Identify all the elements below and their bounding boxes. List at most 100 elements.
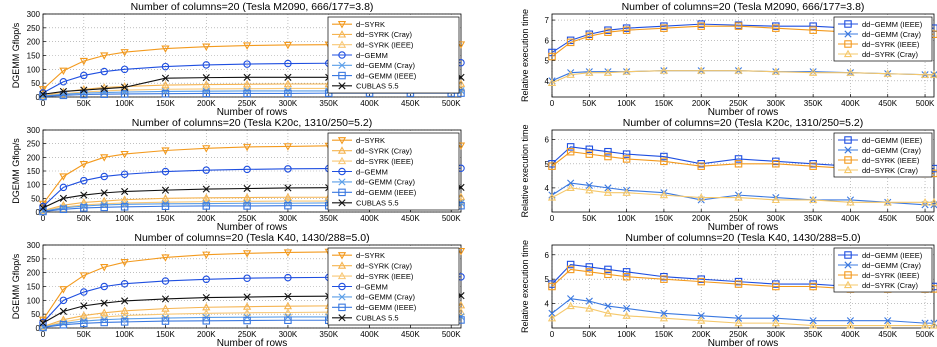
data-point <box>771 318 780 327</box>
x-tick-label: 50K <box>582 99 597 108</box>
legend-label: dd−SYRK (IEEE) <box>356 41 414 50</box>
x-tick-label: 500K <box>916 214 935 223</box>
data-point <box>100 282 108 291</box>
y-tick-label: 150 <box>27 283 41 292</box>
data-point <box>59 183 68 192</box>
data-point <box>772 314 780 322</box>
data-point <box>622 150 631 158</box>
data-point <box>202 43 211 51</box>
series-4 <box>547 183 937 206</box>
data-point <box>585 297 593 305</box>
data-point <box>809 26 817 34</box>
data-point <box>242 193 252 201</box>
data-point <box>202 193 211 201</box>
data-point <box>100 52 109 60</box>
data-point <box>734 22 743 30</box>
legend-marker <box>844 271 852 279</box>
x-tick-label: 100K <box>115 214 134 223</box>
legend-marker <box>844 251 852 259</box>
data-point <box>283 79 293 88</box>
data-point <box>808 68 818 76</box>
data-point <box>929 198 937 206</box>
x-tick-label: 250K <box>238 330 257 339</box>
y-tick-label: 0 <box>36 324 41 333</box>
data-point <box>202 309 211 317</box>
data-point <box>59 87 67 96</box>
data-point <box>284 201 292 210</box>
data-point <box>100 203 108 212</box>
y-axis-label: DGEMM Gflop/s <box>11 253 21 319</box>
data-point <box>547 78 557 86</box>
y-tick-label: 200 <box>27 269 41 278</box>
data-point <box>242 250 252 258</box>
legend-marker <box>337 146 347 154</box>
legend-marker <box>844 146 852 154</box>
data-point <box>585 185 594 194</box>
y-tick-label: 300 <box>27 241 41 250</box>
data-point <box>202 61 211 69</box>
data-point <box>659 66 669 74</box>
data-point <box>660 157 668 166</box>
legend-label: dd−SYRK (Cray) <box>862 50 919 59</box>
data-point <box>604 265 612 274</box>
data-point <box>566 147 575 156</box>
data-point <box>846 68 855 76</box>
legend-label: dd−GEMM (IEEE) <box>356 188 417 197</box>
chart-title: Number of columns=20 (Tesla K20c, 1310/2… <box>623 117 863 129</box>
x-tick-label: 50K <box>582 330 597 339</box>
data-point <box>202 275 211 284</box>
y-tick-label: 300 <box>27 10 41 19</box>
legend-label: dd−GEMM (Cray) <box>356 293 415 302</box>
data-point <box>547 193 557 201</box>
data-point <box>121 83 129 91</box>
x-tick-label: 100K <box>617 99 636 108</box>
x-tick-label: 100K <box>617 214 636 223</box>
legend-label: dd−SYRK (IEEE) <box>356 157 414 166</box>
data-point <box>456 41 466 49</box>
data-point <box>734 155 743 163</box>
x-tick-label: 50K <box>77 214 92 223</box>
x-axis-label: Number of rows <box>708 107 779 118</box>
data-point <box>283 249 293 257</box>
y-tick-label: 300 <box>27 126 41 135</box>
x-tick-label: 350K <box>319 330 338 339</box>
legend-label: dd−GEMM (Cray) <box>862 146 921 155</box>
data-point <box>120 90 129 98</box>
data-point <box>659 313 669 322</box>
data-point <box>809 162 817 170</box>
x-tick-label: 200K <box>197 330 216 339</box>
data-point <box>284 73 292 81</box>
data-point <box>202 145 211 153</box>
data-point <box>284 184 292 192</box>
data-point <box>161 254 170 262</box>
y-tick-label: 200 <box>27 153 41 162</box>
x-tick-label: 250K <box>238 99 257 108</box>
data-point <box>100 172 108 181</box>
chart-panel-1: Number of columns=20 (Tesla M2090, 666/1… <box>11 1 466 118</box>
data-point <box>59 173 68 181</box>
x-tick-label: 250K <box>729 99 748 108</box>
data-point <box>100 90 108 98</box>
data-point <box>39 204 47 212</box>
data-point <box>120 195 129 203</box>
x-tick-label: 400K <box>841 330 860 339</box>
legend-label: dd−SYRK (Cray) <box>356 146 413 155</box>
legend-label: dd−SYRK (IEEE) <box>862 156 920 165</box>
legend-label: dd−SYRK (Cray) <box>862 166 919 175</box>
series-line <box>551 305 934 327</box>
x-axis-label: Number of rows <box>217 222 288 233</box>
data-point <box>566 265 575 274</box>
legend: dd−GEMM (IEEE)dd−GEMM (Cray)dd−SYRK (IEE… <box>833 16 933 62</box>
data-point <box>100 318 108 327</box>
data-point <box>660 275 668 283</box>
x-tick-label: 50K <box>77 99 92 108</box>
data-point <box>202 185 210 193</box>
data-point <box>567 295 575 303</box>
data-point <box>202 80 211 88</box>
y-tick-label: 250 <box>27 140 41 149</box>
data-point <box>243 316 251 325</box>
legend-marker <box>844 30 852 38</box>
x-tick-label: 50K <box>77 330 92 339</box>
x-tick-label: 200K <box>692 214 711 223</box>
